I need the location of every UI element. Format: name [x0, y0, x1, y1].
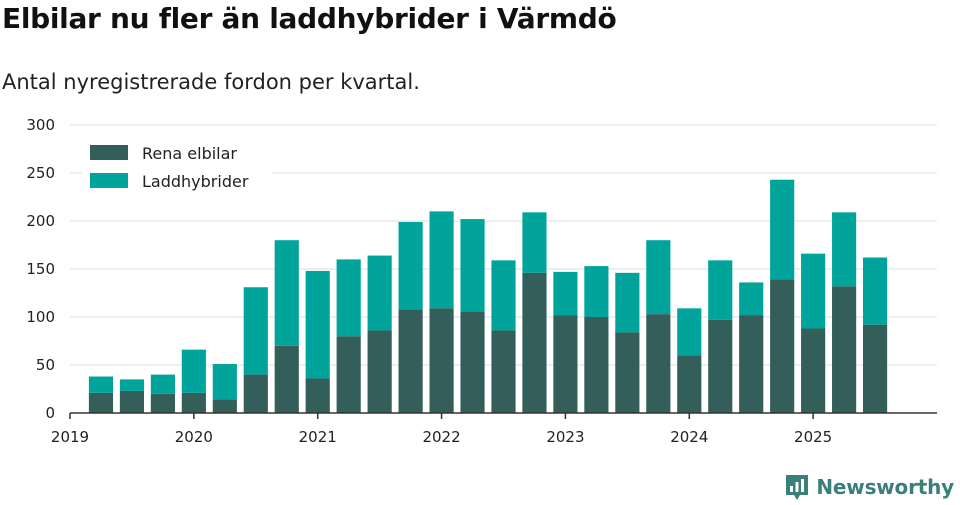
x-tick-label: 2024 — [670, 428, 708, 446]
bar-rena-elbilar — [88, 392, 114, 413]
bar-rena-elbilar — [862, 324, 888, 413]
y-tick-label: 100 — [26, 308, 55, 326]
chart-subtitle: Antal nyregistrerade fordon per kvartal. — [2, 70, 420, 94]
newsworthy-logo-icon — [786, 475, 809, 500]
bar-laddhybrider — [522, 212, 547, 273]
bar-rena-elbilar — [522, 272, 547, 413]
bar-rena-elbilar — [243, 374, 268, 413]
bar-laddhybrider — [88, 376, 114, 393]
y-tick-label: 200 — [26, 212, 55, 230]
bar-rena-elbilar — [274, 345, 299, 413]
legend-swatch-hybrid — [90, 173, 128, 188]
bar-rena-elbilar — [770, 279, 795, 413]
brand-name: Newsworthy — [816, 475, 954, 499]
legend-swatch-electric — [90, 145, 128, 160]
legend: Rena elbilar Laddhybrider — [82, 136, 272, 198]
bar-laddhybrider — [770, 179, 795, 280]
bar-rena-elbilar — [305, 378, 330, 413]
bar-rena-elbilar — [119, 390, 145, 413]
bar-rena-elbilar — [429, 308, 454, 413]
bar-rena-elbilar — [150, 393, 175, 413]
bar-laddhybrider — [243, 287, 268, 375]
bar-rena-elbilar — [646, 314, 671, 413]
bars — [88, 179, 888, 413]
bar-rena-elbilar — [832, 286, 857, 413]
bar-rena-elbilar — [584, 317, 609, 413]
x-tick-label: 2021 — [299, 428, 337, 446]
bar-laddhybrider — [150, 374, 175, 394]
bar-laddhybrider — [832, 212, 857, 287]
bar-laddhybrider — [708, 260, 733, 320]
bar-laddhybrider — [739, 282, 764, 316]
bar-laddhybrider — [336, 259, 361, 337]
bar-laddhybrider — [553, 271, 578, 316]
bar-laddhybrider — [119, 379, 145, 391]
bar-rena-elbilar — [801, 328, 826, 413]
bar-laddhybrider — [491, 260, 516, 331]
bar-rena-elbilar — [708, 319, 733, 413]
bar-laddhybrider — [367, 255, 392, 331]
bar-rena-elbilar — [615, 332, 640, 413]
bar-rena-elbilar — [181, 392, 206, 413]
bar-rena-elbilar — [336, 336, 361, 413]
brand-logo: Newsworthy — [784, 473, 954, 501]
legend-label-hybrid: Laddhybrider — [142, 172, 249, 191]
bar-laddhybrider — [584, 266, 609, 317]
bar-laddhybrider — [305, 270, 330, 379]
legend-label-electric: Rena elbilar — [142, 144, 237, 163]
bar-rena-elbilar — [739, 315, 764, 413]
bar-rena-elbilar — [398, 309, 423, 413]
bar-rena-elbilar — [491, 330, 516, 413]
bar-rena-elbilar — [367, 330, 392, 413]
y-tick-label: 50 — [36, 356, 55, 374]
x-tick-label: 2020 — [175, 428, 213, 446]
bar-laddhybrider — [677, 308, 702, 356]
y-tick-label: 0 — [45, 404, 55, 422]
bar-laddhybrider — [274, 240, 299, 346]
bar-rena-elbilar — [460, 311, 485, 413]
bar-laddhybrider — [460, 219, 485, 312]
chart-title: Elbilar nu fler än laddhybrider i Värmdö — [2, 2, 617, 35]
x-tick-label: 2019 — [51, 428, 89, 446]
y-tick-label: 300 — [26, 116, 55, 134]
x-tick-label: 2022 — [422, 428, 460, 446]
bar-laddhybrider — [398, 221, 423, 310]
x-tick-label: 2025 — [794, 428, 832, 446]
bar-laddhybrider — [615, 272, 640, 333]
bar-rena-elbilar — [212, 399, 237, 413]
bar-laddhybrider — [181, 349, 206, 393]
bar-rena-elbilar — [677, 355, 702, 413]
y-tick-label: 250 — [26, 164, 55, 182]
bar-rena-elbilar — [553, 315, 578, 413]
bar-laddhybrider — [429, 211, 454, 309]
x-tick-label: 2023 — [546, 428, 584, 446]
axes: 0 50 100 150 200 250 300 2019 2020 2021 2022 2023 20… — [26, 116, 937, 446]
bar-laddhybrider — [212, 364, 237, 400]
bar-laddhybrider — [646, 240, 671, 315]
y-tick-label: 150 — [26, 260, 55, 278]
bar-laddhybrider — [862, 257, 888, 325]
bar-laddhybrider — [801, 253, 826, 329]
